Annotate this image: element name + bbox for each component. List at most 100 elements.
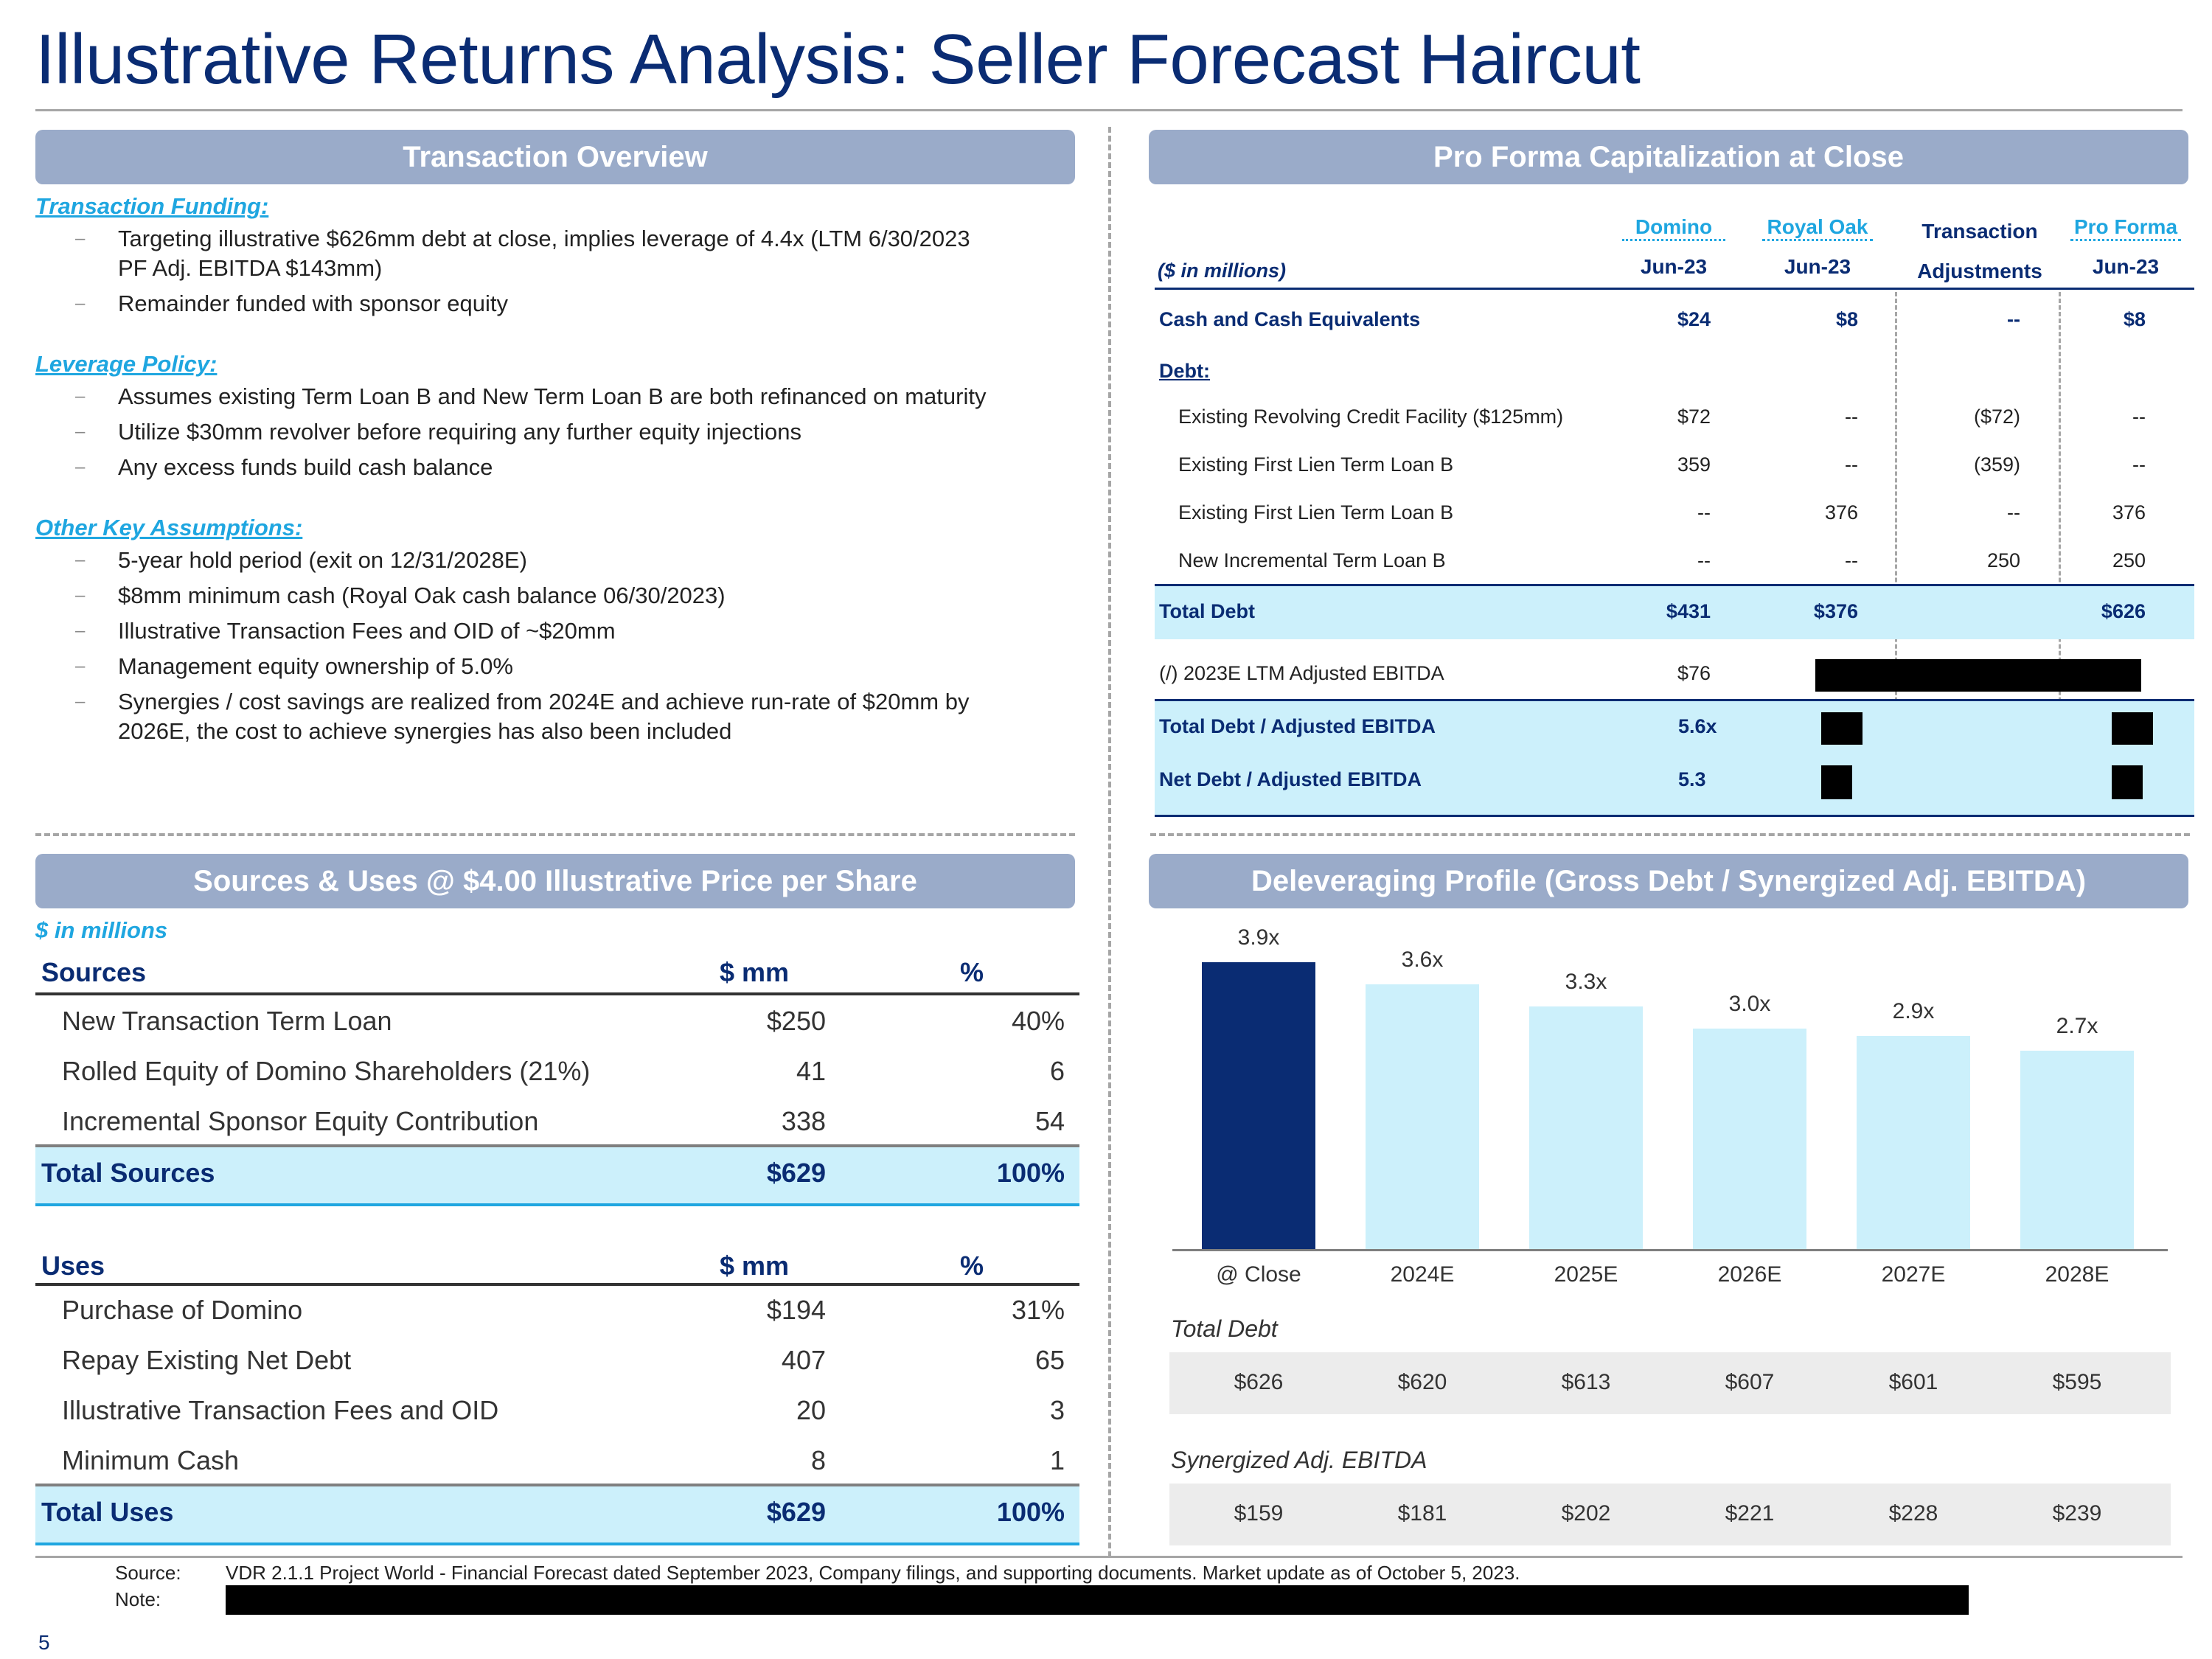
ebitda-strip-label: Synergized Adj. EBITDA [1171,1447,1427,1473]
bullet-item: – Synergies / cost savings are realized f… [75,689,970,744]
uses-col-pct: % [960,1251,984,1281]
total-sources-pct: 100% [996,1158,1065,1188]
total-debt-value: $601 [1888,1370,1938,1394]
ebitda-label: (/) 2023E LTM Adjusted EBITDA [1159,662,1444,684]
sources-col-pct: % [960,957,984,987]
sources-label: Sources [41,957,147,987]
x-axis-label: 2024E [1390,1262,1455,1287]
note-label: Note: [115,1588,161,1610]
total-uses-pct: 100% [996,1497,1065,1527]
ebitda-value: $202 [1561,1501,1611,1526]
col-header-pro-forma: Pro Forma [2070,215,2181,241]
bar-value-label: 2.9x [1892,998,1935,1023]
bullet-item: – Illustrative Transaction Fees and OID o… [75,618,616,644]
redaction-block [226,1585,1969,1615]
col-date-transaction: Adjustments [1917,260,2042,282]
bar-2024e [1366,984,1479,1249]
col-header-domino: Domino [1622,215,1725,241]
cap-table-divider [1895,292,1897,808]
sources-header-rule [35,992,1079,995]
bullet-item: – Remainder funded with sponsor equity [75,291,509,316]
transaction-overview-body: Transaction Funding: – Targeting illustra… [35,193,1097,746]
redaction-block [1815,659,2141,692]
bar-value-label: 3.3x [1565,970,1607,995]
total-sources-mm: $629 [766,1158,826,1188]
total-debt-domino: $431 [1666,600,1711,622]
title-rule [35,109,2183,111]
source-text: VDR 2.1.1 Project World - Financial Fore… [226,1562,1520,1584]
transaction-funding-heading: Transaction Funding: [35,193,269,219]
leverage-policy-heading: Leverage Policy: [35,351,218,377]
total-uses-mm: $629 [766,1497,826,1527]
bar-2026e [1693,1029,1806,1249]
deleveraging-chart: 3.9x @ Close 3.6x 2024E 3.3x 2025E 3.0x 2026E 2.… [1172,925,2175,1287]
total-debt-label: Total Debt [1159,600,1255,622]
sources-col-mm: $ mm [720,957,790,987]
redaction-block [1821,765,1852,799]
ebitda-strip: $159 $181 $202 $221 $228 $239 [1169,1484,2171,1545]
total-debt-royal-oak: $376 [1813,600,1858,622]
redaction-block [2112,765,2143,799]
col-header-transaction: Transaction [1921,220,2038,243]
total-debt-value: $620 [1397,1370,1447,1394]
total-sources-label: Total Sources [41,1158,215,1188]
bullet-item: – Management equity ownership of 5.0% [75,653,513,679]
bar-2028e [2020,1050,2134,1249]
total-leverage-domino: 5.6x [1678,715,1717,737]
cash-domino: $24 [1677,308,1711,330]
sources-uses-header: Sources & Uses @ $4.00 Illustrative Pric… [35,854,1075,908]
bullet-item: – Targeting illustrative $626mm debt at c… [75,226,970,281]
uses-col-mm: $ mm [720,1251,790,1281]
cash-transaction: -- [2007,308,2020,330]
ebitda-domino: $76 [1677,662,1711,684]
bullet-item: – Utilize $30mm revolver before requiring… [75,419,801,445]
total-debt-value: $613 [1561,1370,1611,1394]
total-debt-strip: $626 $620 $613 $607 $601 $595 [1169,1352,2171,1414]
col-header-royal-oak: Royal Oak [1762,215,1873,241]
bullet-item: – Assumes existing Term Loan B and New Te… [75,383,987,409]
total-sources-row [35,1144,1079,1206]
col-date-domino: Jun-23 [1640,255,1708,278]
total-debt-value: $607 [1725,1370,1775,1394]
bar-value-label: 3.6x [1401,947,1444,973]
ebitda-value: $181 [1397,1501,1447,1526]
total-debt-row [1155,584,2194,639]
total-debt-strip-label: Total Debt [1171,1315,1278,1342]
cap-header-rule [1155,288,2194,290]
bullet-item: – Any excess funds build cash balance [75,454,493,480]
cash-royal-oak: $8 [1835,308,1858,330]
sources-uses-units: $ in millions [35,917,168,943]
transaction-overview-header: Transaction Overview [35,130,1075,184]
redaction-block [2112,712,2153,745]
bullet-item: – $8mm minimum cash (Royal Oak cash balan… [75,582,726,608]
x-axis-label: 2026E [1717,1262,1782,1287]
bar-close [1202,962,1315,1249]
bar-2027e [1857,1035,1970,1249]
ebitda-value: $228 [1888,1501,1938,1526]
page-title: Illustrative Returns Analysis: Seller Fo… [35,20,1641,99]
cash-label: Cash and Cash Equivalents [1159,308,1421,330]
uses-label: Uses [41,1251,105,1281]
bullet-item: –5-year hold period (exit on 12/31/2028E… [75,547,527,573]
leverage-rows [1155,699,2194,817]
net-leverage-label: Net Debt / Adjusted EBITDA [1159,768,1422,790]
uses-header-rule [35,1283,1079,1286]
ebitda-value: $159 [1234,1501,1284,1526]
right-horizontal-divider [1150,833,2190,836]
bar-value-label: 3.9x [1237,925,1280,950]
left-horizontal-divider [35,833,1075,836]
total-uses-label: Total Uses [41,1497,174,1527]
total-uses-row [35,1484,1079,1545]
deleveraging-header: Deleveraging Profile (Gross Debt / Syner… [1149,854,2188,908]
chart-baseline [1172,1249,2168,1251]
vertical-divider [1108,127,1111,1557]
net-leverage-domino: 5.3 [1678,768,1706,790]
ebitda-value: $221 [1725,1501,1775,1526]
col-date-pro-forma: Jun-23 [2092,255,2160,278]
x-axis-label: 2028E [2045,1262,2110,1287]
x-axis-label: @ Close [1216,1262,1301,1287]
capitalization-header: Pro Forma Capitalization at Close [1149,130,2188,184]
x-axis-label: 2027E [1881,1262,1946,1287]
cash-pro-forma: $8 [2123,308,2146,330]
page-number: 5 [38,1631,50,1654]
